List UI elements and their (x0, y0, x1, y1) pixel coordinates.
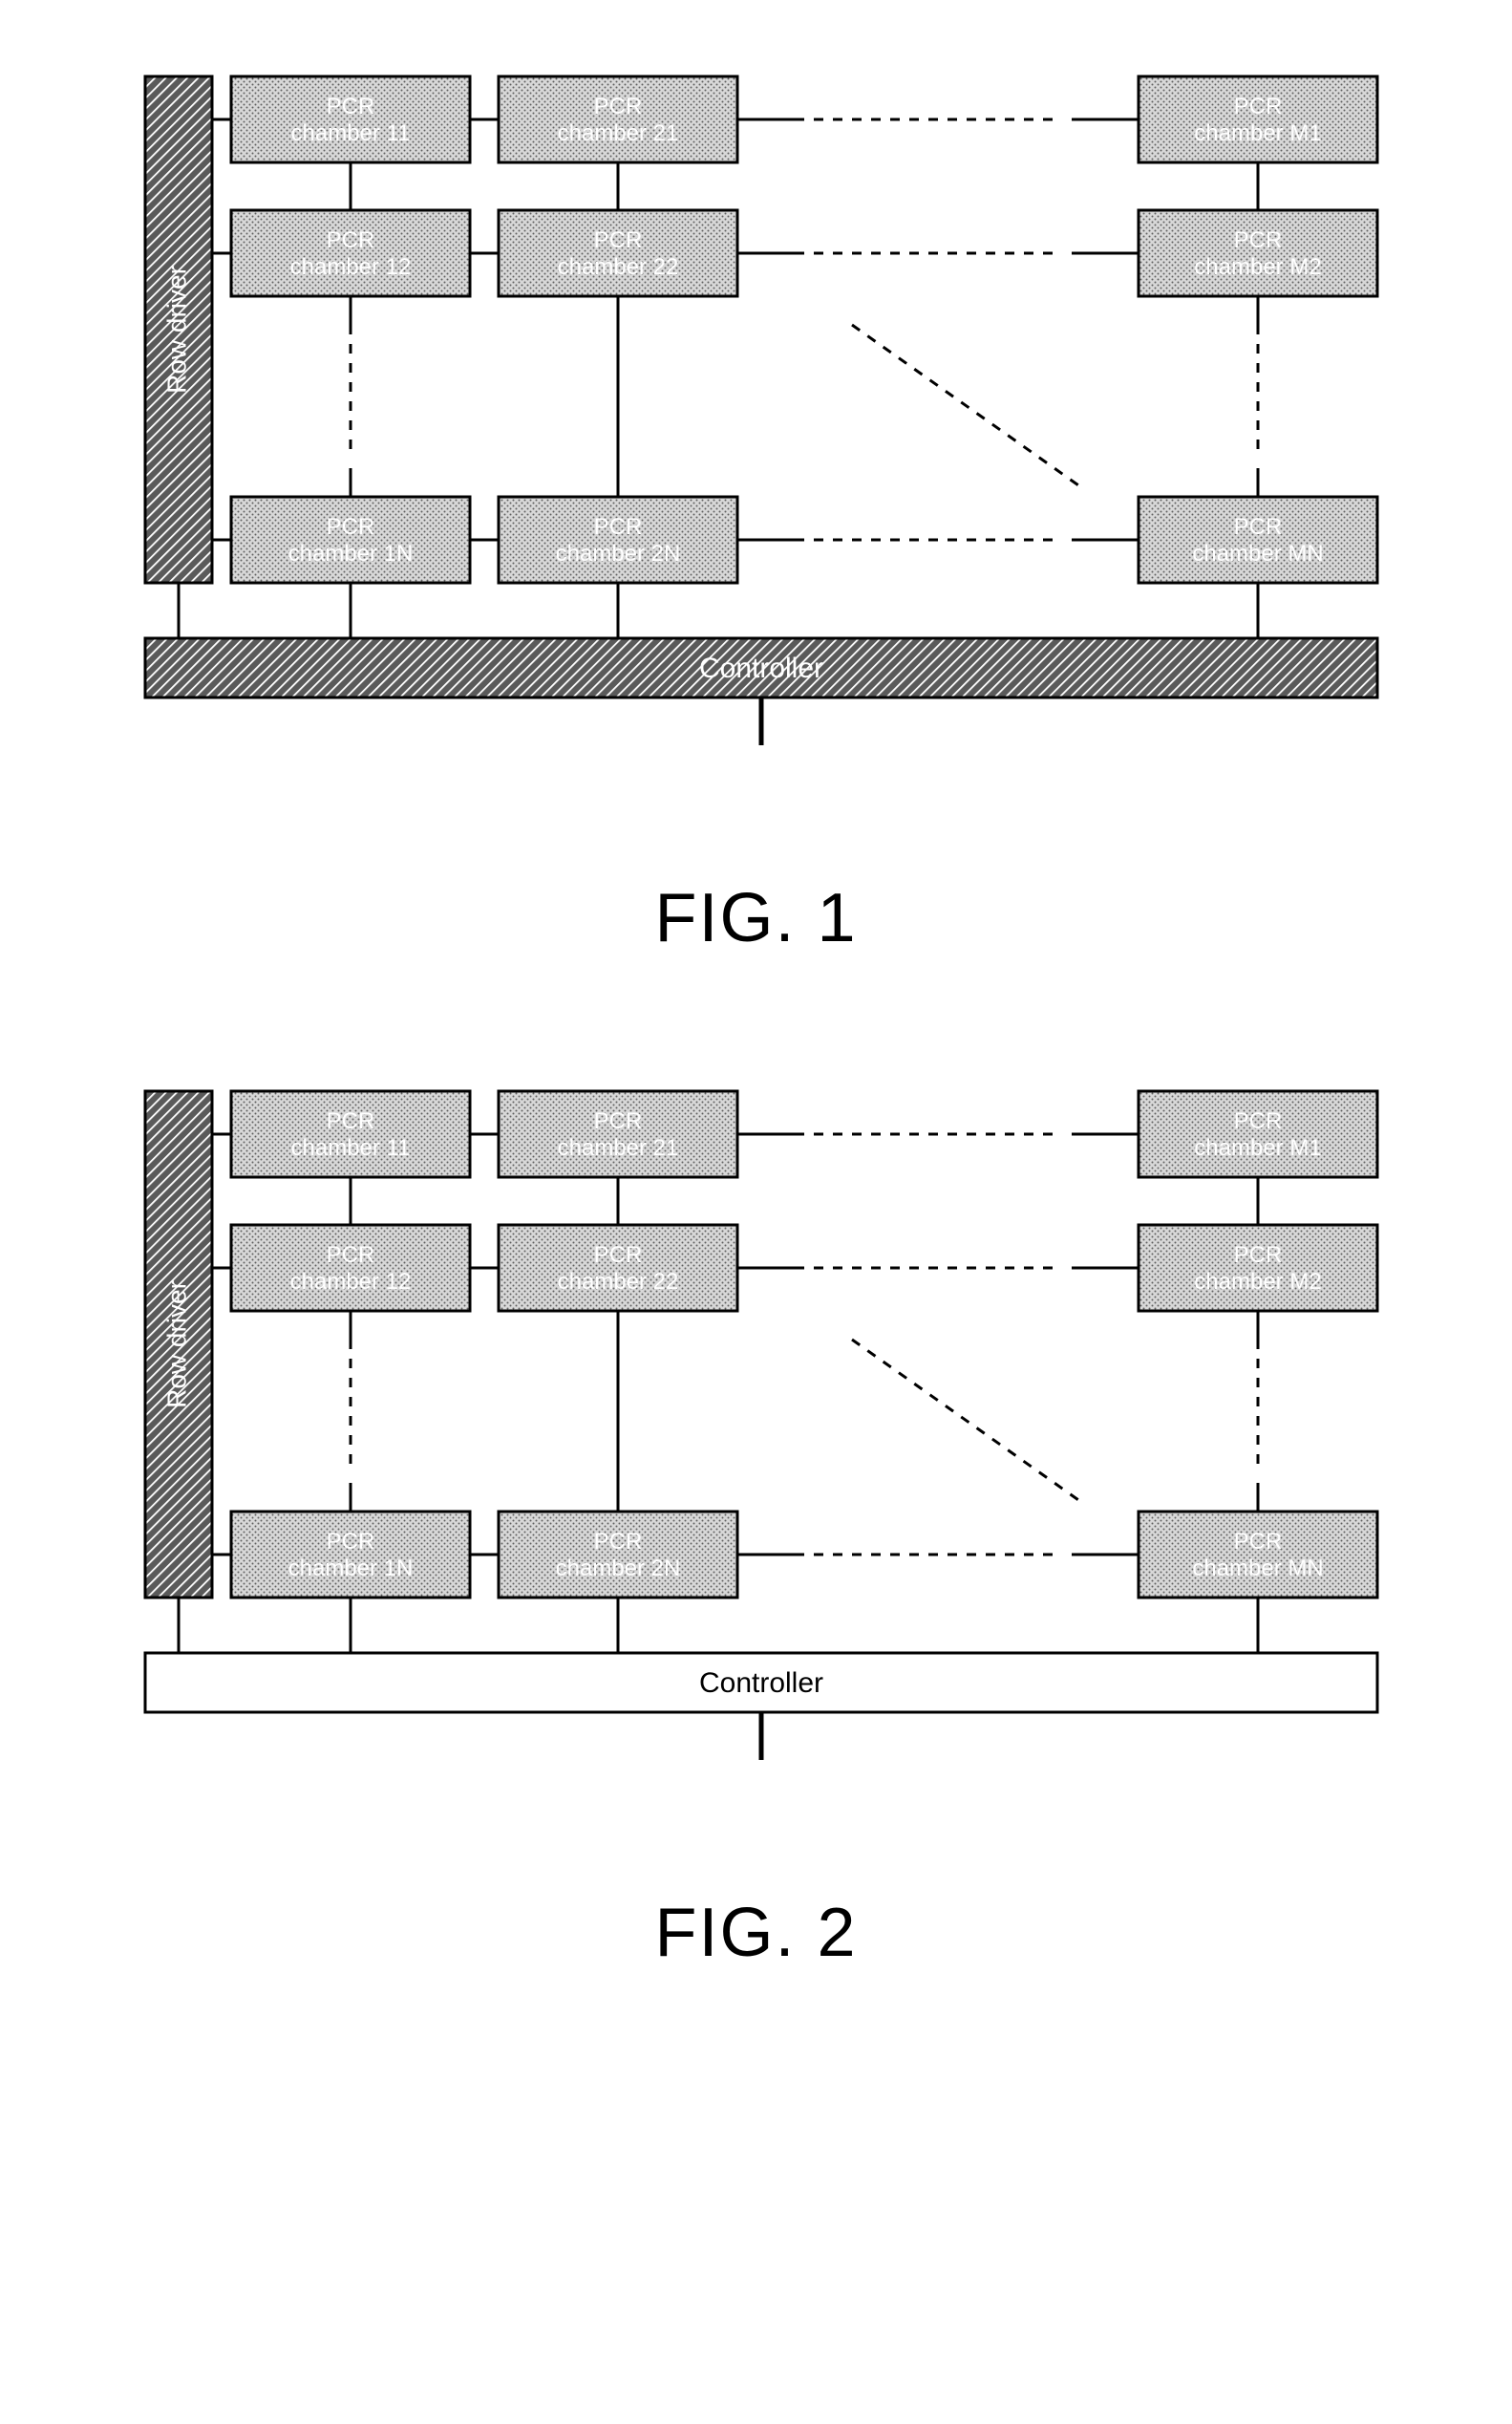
pcr-chamber-M1: PCRchamber M1 (1139, 76, 1377, 162)
pcr-chamber-M1: PCRchamber M1 (1139, 1091, 1377, 1177)
pcr-chamber-label: PCR (1233, 514, 1282, 540)
pcr-chamber-label: chamber M2 (1194, 254, 1321, 280)
pcr-chamber-2N: PCRchamber 2N (499, 1512, 737, 1598)
figure-caption: FIG. 2 (88, 1894, 1425, 1972)
pcr-chamber-label: PCR (326, 514, 374, 540)
pcr-chamber-label: PCR (593, 1242, 642, 1268)
row-driver-label: Row driver (161, 266, 191, 394)
pcr-chamber-label: chamber 11 (290, 1135, 410, 1161)
pcr-chamber-label: PCR (326, 1108, 374, 1134)
pcr-chamber-1N: PCRchamber 1N (231, 497, 470, 583)
pcr-chamber-label: chamber 1N (287, 1555, 413, 1581)
pcr-chamber-label: chamber 2N (555, 541, 680, 567)
pcr-chamber-M2: PCRchamber M2 (1139, 210, 1377, 296)
pcr-chamber-label: chamber 2N (555, 1555, 680, 1581)
pcr-chamber-11: PCRchamber 11 (231, 76, 470, 162)
pcr-chamber-label: chamber 21 (557, 120, 678, 146)
pcr-chamber-label: PCR (1233, 94, 1282, 119)
pcr-chamber-21: PCRchamber 21 (499, 76, 737, 162)
figure-caption: FIG. 1 (88, 879, 1425, 957)
pcr-chamber-label: chamber MN (1192, 541, 1323, 567)
pcr-chamber-label: PCR (1233, 1242, 1282, 1268)
pcr-chamber-12: PCRchamber 12 (231, 210, 470, 296)
pcr-chamber-label: chamber M1 (1194, 120, 1321, 146)
pcr-chamber-22: PCRchamber 22 (499, 1225, 737, 1311)
pcr-chamber-MN: PCRchamber MN (1139, 497, 1377, 583)
controller-label: Controller (698, 653, 822, 684)
pcr-chamber-2N: PCRchamber 2N (499, 497, 737, 583)
row-driver-label: Row driver (161, 1280, 191, 1408)
pcr-chamber-label: PCR (326, 227, 374, 253)
pcr-chamber-label: chamber MN (1192, 1555, 1323, 1581)
pcr-chamber-label: chamber 1N (287, 541, 413, 567)
controller-label: Controller (698, 1667, 822, 1699)
pcr-chamber-MN: PCRchamber MN (1139, 1512, 1377, 1598)
pcr-chamber-label: PCR (326, 1529, 374, 1555)
pcr-chamber-label: PCR (593, 514, 642, 540)
pcr-chamber-label: PCR (593, 1108, 642, 1134)
figure-container: Row driverPCRchamber 11PCRchamber 21PCRc… (38, 57, 1474, 1972)
pcr-chamber-label: PCR (593, 227, 642, 253)
pcr-chamber-label: PCR (326, 94, 374, 119)
pcr-chamber-label: PCR (326, 1242, 374, 1268)
pcr-chamber-label: chamber 22 (557, 1269, 678, 1295)
pcr-chamber-1N: PCRchamber 1N (231, 1512, 470, 1598)
pcr-chamber-label: PCR (1233, 1108, 1282, 1134)
pcr-chamber-11: PCRchamber 11 (231, 1091, 470, 1177)
pcr-chamber-label: chamber 22 (557, 254, 678, 280)
pcr-chamber-label: chamber 12 (289, 1269, 411, 1295)
pcr-chamber-label: PCR (593, 94, 642, 119)
pcr-chamber-label: chamber 21 (557, 1135, 678, 1161)
pcr-chamber-label: chamber M2 (1194, 1269, 1321, 1295)
pcr-chamber-M2: PCRchamber M2 (1139, 1225, 1377, 1311)
pcr-chamber-label: PCR (1233, 227, 1282, 253)
pcr-chamber-label: chamber 11 (290, 120, 410, 146)
pcr-chamber-21: PCRchamber 21 (499, 1091, 737, 1177)
pcr-chamber-12: PCRchamber 12 (231, 1225, 470, 1311)
pcr-chamber-22: PCRchamber 22 (499, 210, 737, 296)
pcr-chamber-label: PCR (593, 1529, 642, 1555)
figure-2: Row driverPCRchamber 11PCRchamber 21PCRc… (88, 1072, 1425, 1972)
pcr-chamber-label: PCR (1233, 1529, 1282, 1555)
figure-1: Row driverPCRchamber 11PCRchamber 21PCRc… (88, 57, 1425, 957)
pcr-chamber-label: chamber M1 (1194, 1135, 1321, 1161)
pcr-chamber-label: chamber 12 (289, 254, 411, 280)
